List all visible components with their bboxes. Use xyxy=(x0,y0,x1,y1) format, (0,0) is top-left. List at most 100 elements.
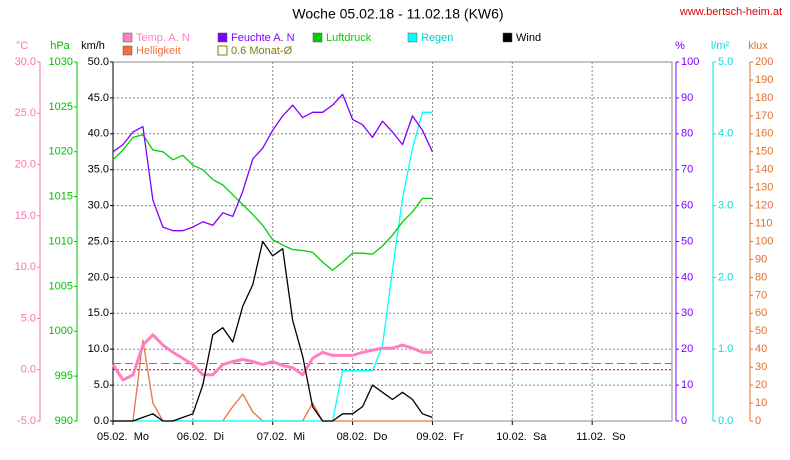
axis-unit: klux xyxy=(748,40,768,52)
y-tick-label: 15.0 xyxy=(15,210,36,222)
y-tick-label: 100 xyxy=(681,56,699,68)
series-line xyxy=(113,240,433,422)
legend-swatch xyxy=(217,32,228,43)
legend-swatch xyxy=(122,32,133,43)
y-tick-label: 20 xyxy=(755,379,767,391)
x-tick-label: 09.02. Fr xyxy=(416,431,463,443)
axis-unit: km/h xyxy=(81,40,105,52)
y-tick-label: 10 xyxy=(681,379,693,391)
series-line xyxy=(112,134,433,271)
y-tick-label: 0.0 xyxy=(21,364,36,376)
y-tick-label: 5.0 xyxy=(94,379,109,391)
legend-swatch xyxy=(407,32,418,43)
y-tick-label: 1010 xyxy=(49,235,73,247)
y-tick-label: 70 xyxy=(755,289,767,301)
y-tick-label: 1000 xyxy=(49,325,73,337)
legend-label: Wind xyxy=(516,32,541,44)
y-tick-label: 70 xyxy=(681,164,693,176)
chart-title: Woche 05.02.18 - 11.02.18 (KW6) xyxy=(292,6,503,22)
y-tick-label: 5.0 xyxy=(21,312,36,324)
y-tick-label: 30 xyxy=(681,307,693,319)
y-tick-label: 30.0 xyxy=(88,200,109,212)
y-tick-label: 180 xyxy=(755,92,773,104)
y-tick-label: 0 xyxy=(681,415,687,427)
y-tick-label: 140 xyxy=(755,164,773,176)
x-tick-label: 10.02. Sa xyxy=(496,431,547,443)
y-tick-label: 130 xyxy=(755,182,773,194)
y-tick-label: -5.0 xyxy=(17,415,36,427)
y-tick-label: 1015 xyxy=(49,191,73,203)
legend-swatch xyxy=(312,32,323,43)
y-tick-label: 150 xyxy=(755,146,773,158)
x-tick-label: 07.02. Mi xyxy=(257,431,305,443)
y-tick-label: 2.0 xyxy=(718,271,733,283)
y-tick-label: 990 xyxy=(55,415,73,427)
y-tick-label: 20.0 xyxy=(15,158,36,170)
source: www.bertsch-heim.at xyxy=(679,6,782,18)
y-tick-label: 25.0 xyxy=(15,107,36,119)
y-tick-label: 80 xyxy=(681,128,693,140)
y-tick-label: 45.0 xyxy=(88,92,109,104)
y-tick-label: 60 xyxy=(755,307,767,319)
legend-swatch xyxy=(217,45,228,56)
y-tick-label: 60 xyxy=(681,200,693,212)
y-tick-label: 1.0 xyxy=(718,343,733,355)
legend-swatch xyxy=(122,45,133,56)
y-tick-label: 40 xyxy=(755,343,767,355)
series-line xyxy=(112,93,433,232)
y-tick-label: 110 xyxy=(755,217,773,229)
y-tick-label: 10 xyxy=(755,397,767,409)
y-tick-label: 20.0 xyxy=(88,271,109,283)
y-tick-label: 50 xyxy=(681,235,693,247)
y-tick-label: 100 xyxy=(755,235,773,247)
axis-unit: hPa xyxy=(50,40,70,52)
legend-swatch xyxy=(502,32,513,43)
y-tick-label: 0.0 xyxy=(94,415,109,427)
y-tick-label: 90 xyxy=(755,253,767,265)
y-tick-label: 50 xyxy=(755,325,767,337)
legend-label: Regen xyxy=(421,32,453,44)
y-tick-label: 995 xyxy=(55,370,73,382)
x-tick-label: 11.02. So xyxy=(576,431,625,443)
y-tick-label: 0 xyxy=(755,415,761,427)
axis-unit: °C xyxy=(16,40,28,52)
y-tick-label: 170 xyxy=(755,110,773,122)
legend-label: Feuchte A. N xyxy=(231,32,295,44)
legend-label: 0.6 Monat-Ø xyxy=(231,45,293,57)
legend-label: Luftdruck xyxy=(326,32,372,44)
y-tick-label: 1020 xyxy=(49,146,73,158)
y-tick-label: 90 xyxy=(681,92,693,104)
legend-label: Temp. A. N xyxy=(136,32,190,44)
y-tick-label: 1005 xyxy=(49,280,73,292)
y-tick-label: 120 xyxy=(755,200,773,212)
y-tick-label: 160 xyxy=(755,128,773,140)
y-tick-label: 20 xyxy=(681,343,693,355)
y-tick-label: 190 xyxy=(755,74,773,86)
y-tick-label: 15.0 xyxy=(88,307,109,319)
y-tick-label: 10.0 xyxy=(15,261,36,273)
axis-unit: l/m² xyxy=(711,40,730,52)
y-tick-label: 25.0 xyxy=(88,235,109,247)
axis-unit: % xyxy=(675,40,685,52)
y-tick-label: 50.0 xyxy=(88,56,109,68)
y-tick-label: 30 xyxy=(755,361,767,373)
x-tick-label: 08.02. Do xyxy=(337,431,388,443)
y-tick-label: 30.0 xyxy=(15,56,36,68)
y-tick-label: 80 xyxy=(755,271,767,283)
y-tick-label: 40.0 xyxy=(88,128,109,140)
y-tick-label: 3.0 xyxy=(718,200,733,212)
x-tick-label: 05.02. Mo xyxy=(97,431,149,443)
y-tick-label: 1030 xyxy=(49,56,73,68)
y-tick-label: 1025 xyxy=(49,101,73,113)
y-tick-label: 5.0 xyxy=(718,56,733,68)
y-tick-label: 10.0 xyxy=(88,343,109,355)
y-tick-label: 0.0 xyxy=(718,415,733,427)
series-line xyxy=(111,333,433,382)
x-tick-label: 06.02. Di xyxy=(177,431,224,443)
y-tick-label: 4.0 xyxy=(718,128,733,140)
y-tick-label: 35.0 xyxy=(88,164,109,176)
legend-label: Helligkeit xyxy=(136,45,181,57)
y-tick-label: 200 xyxy=(755,56,773,68)
